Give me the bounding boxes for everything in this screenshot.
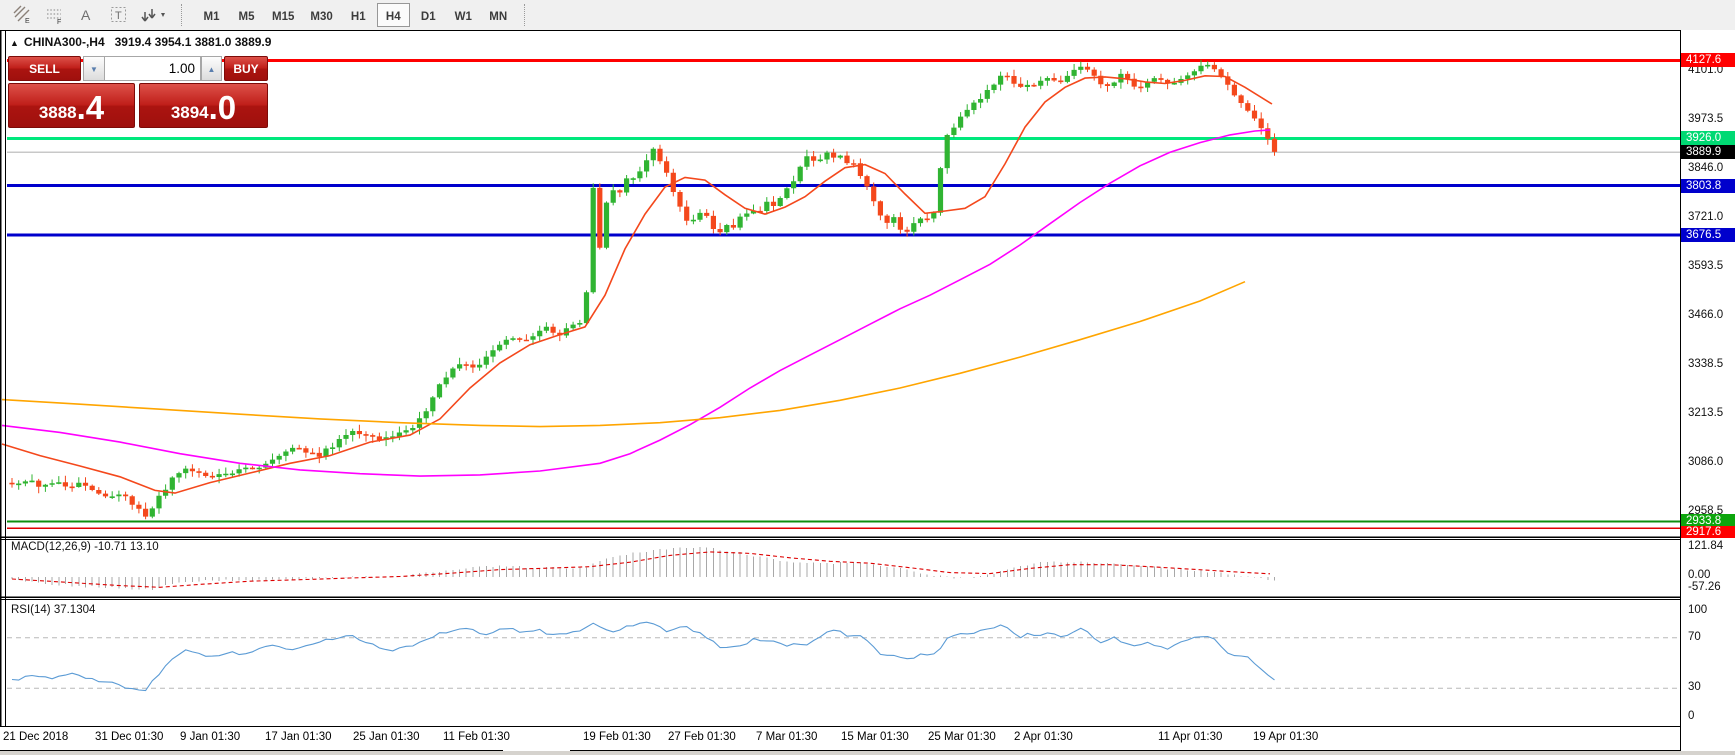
svg-text:E: E [25,18,30,25]
macd-signal-line [11,551,1271,588]
price-badge: 3803.8 [1681,178,1735,193]
price-badge: 2933.8 [1681,514,1735,528]
time-label: 2 Apr 01:30 [1014,731,1073,743]
macd-indicator-label: MACD(12,26,9) -10.71 13.10 [11,541,159,553]
text-box-icon[interactable]: T [104,3,134,27]
window-bottom-edge [0,751,1735,755]
axis-tick-label: 70 [1688,630,1701,643]
rsi-line [11,621,1275,692]
buy-price-button[interactable]: 3894.0 [139,83,268,128]
time-label: 19 Apr 01:30 [1253,731,1319,743]
svg-text:F: F [57,19,61,25]
axis-tick-label: 0.00 [1688,569,1711,581]
time-label: 25 Mar 01:30 [928,731,996,743]
buy-price-frac: .0 [208,89,237,126]
ma-mid-line [1,129,1271,477]
tab-m1[interactable]: M1 [195,3,228,27]
time-label: 11 Feb 01:30 [443,731,510,743]
time-label: 27 Feb 01:30 [668,731,736,743]
axis-tick-label: 100 [1688,604,1708,616]
tab-m30[interactable]: M30 [303,3,339,27]
axis-tick-label: 3213.5 [1688,406,1724,419]
axis-tick-label: 3466.0 [1688,309,1724,322]
macd-histogram [11,546,1275,590]
symbol-timeframe: CHINA300-,H4 [23,35,105,49]
candle-wicks-down [11,62,1275,520]
candle-bodies-down [9,64,1278,517]
toolbar-separator [181,4,186,26]
time-label: 21 Dec 2018 [3,731,69,743]
arrange-arrows-icon[interactable] [136,3,172,27]
time-label: 9 Jan 01:30 [180,731,241,743]
time-label: 17 Jan 01:30 [265,731,332,743]
sell-price-main: 3888 [38,103,77,122]
one-click-trading-panel: SELL ▼ ▲ BUY 3888.4 3894.0 [8,56,268,128]
time-label: 11 Apr 01:30 [1158,731,1223,743]
axis-tick-label: 0 [1688,710,1695,722]
tab-m15[interactable]: M15 [265,3,301,27]
candle-wicks-up [18,59,1209,519]
axis-tick-label: 3973.5 [1688,113,1724,125]
rsi-indicator-label: RSI(14) 37.1304 [11,604,96,616]
ma-fast-line [1,74,1273,494]
toolbar-separator [523,4,529,26]
tab-mn[interactable]: MN [482,3,515,27]
sell-price-frac: .4 [76,89,105,126]
ma-slow-line [1,280,1246,428]
axis-tick-label: 30 [1688,681,1701,694]
axis-tick-label: 3086.0 [1688,455,1724,468]
tab-d1[interactable]: D1 [412,3,445,27]
volume-input[interactable] [104,56,201,81]
collapse-arrow-icon[interactable]: ▲ [10,38,19,48]
tab-w1[interactable]: W1 [447,3,480,27]
buy-price-main: 3894 [170,103,209,122]
toolbar: E F A T M1 M5 M15 M30 H1 H4 D1 W1 MN [0,0,1735,30]
buy-button[interactable]: BUY [224,56,268,81]
time-label: 19 Feb 01:30 [583,731,651,743]
tab-h1[interactable]: H1 [342,3,375,27]
time-label: 31 Dec 01:30 [95,731,164,743]
price-badge: 3676.5 [1681,227,1735,242]
svg-text:A: A [81,7,91,23]
price-badge: 2917.6 [1681,525,1735,538]
axis-tick-label: 3593.5 [1688,259,1724,272]
draw-channel-icon[interactable]: E [8,3,38,27]
time-label: 15 Mar 01:30 [841,731,909,743]
price-axis[interactable]: 4101.0 3973.5 3846.0 3721.0 3593.5 3466.0 3338… [1681,30,1735,751]
volume-increase-button[interactable]: ▲ [201,56,222,81]
draw-grid-icon[interactable]: F [40,3,70,27]
axis-tick-label: 121.84 [1688,540,1724,552]
price-badge: 4127.6 [1681,53,1735,68]
volume-decrease-button[interactable]: ▼ [83,56,104,81]
sell-button[interactable]: SELL [8,56,81,81]
price-badge: 3889.9 [1681,145,1735,160]
tab-h4[interactable]: H4 [376,3,410,27]
time-label: 7 Mar 01:30 [756,731,818,743]
time-axis[interactable]: 21 Dec 2018 31 Dec 01:30 9 Jan 01:30 17 Jan… [0,727,1680,750]
time-label: 25 Jan 01:30 [353,731,420,743]
ohlc-values: 3919.4 3954.1 3881.0 3889.9 [114,35,272,49]
axis-tick-label: -57.26 [1688,581,1721,593]
axis-tick-label: 3721.0 [1688,210,1724,223]
text-label-icon[interactable]: A [72,3,102,27]
chart-title: ▲ CHINA300-,H4 3919.4 3954.1 3881.0 3889.9 [10,35,271,49]
tab-m5[interactable]: M5 [230,3,263,27]
candle-bodies-up [16,64,1211,517]
price-badge: 3926.0 [1681,131,1735,146]
axis-tick-label: 3846.0 [1688,162,1724,175]
axis-tick-label: 3338.5 [1688,358,1724,371]
svg-text:T: T [115,10,122,22]
chart-canvas[interactable] [0,30,1735,755]
sell-price-button[interactable]: 3888.4 [8,83,135,128]
